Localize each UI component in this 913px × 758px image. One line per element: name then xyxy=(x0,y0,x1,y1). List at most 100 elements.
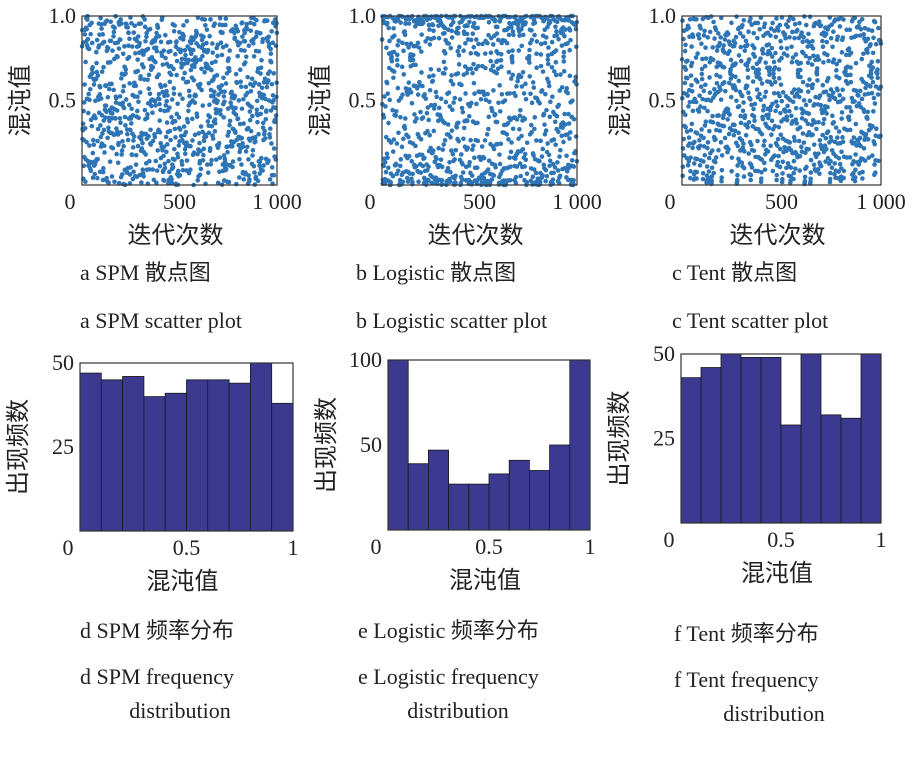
data-point xyxy=(153,103,158,108)
data-point xyxy=(163,32,168,38)
data-point xyxy=(704,164,710,169)
data-point xyxy=(762,21,768,26)
data-point xyxy=(173,135,178,140)
data-point xyxy=(205,47,211,53)
histogram-bar xyxy=(800,353,822,524)
data-point xyxy=(692,139,697,145)
data-point xyxy=(789,59,795,65)
data-point xyxy=(456,62,462,67)
data-point xyxy=(490,42,496,47)
data-point xyxy=(210,50,216,55)
data-point xyxy=(113,95,119,101)
y-tick-label: 50 xyxy=(653,341,675,366)
data-point xyxy=(488,58,494,64)
data-point xyxy=(190,138,195,143)
data-point xyxy=(242,48,247,53)
data-point xyxy=(98,123,103,128)
data-point xyxy=(435,118,441,124)
data-point xyxy=(453,147,459,153)
data-point xyxy=(714,48,720,53)
data-point xyxy=(414,116,419,121)
data-point xyxy=(550,94,555,100)
data-point xyxy=(480,41,485,47)
data-point xyxy=(251,163,257,169)
data-point xyxy=(519,43,525,49)
data-point xyxy=(832,171,837,177)
data-point xyxy=(792,35,797,41)
data-point xyxy=(559,133,564,139)
data-point xyxy=(486,20,492,25)
data-point xyxy=(765,149,771,154)
data-point xyxy=(752,118,757,124)
data-point xyxy=(810,132,815,137)
data-point xyxy=(140,140,145,146)
data-point xyxy=(472,155,477,161)
data-point xyxy=(774,172,780,178)
data-point xyxy=(685,163,691,168)
data-point xyxy=(255,119,260,125)
data-point xyxy=(145,77,150,83)
data-point xyxy=(545,57,551,62)
data-point xyxy=(517,161,523,166)
data-point xyxy=(571,164,577,169)
data-point xyxy=(131,30,137,35)
data-point xyxy=(248,89,254,94)
data-point xyxy=(129,106,134,112)
data-point xyxy=(174,111,180,117)
data-point xyxy=(506,137,511,142)
data-point xyxy=(154,168,160,173)
data-point xyxy=(89,40,95,46)
data-point xyxy=(776,124,782,130)
data-point xyxy=(800,50,806,56)
data-point xyxy=(235,116,241,121)
data-point xyxy=(236,98,242,103)
data-point xyxy=(858,143,863,149)
data-point xyxy=(869,75,874,80)
data-point xyxy=(436,105,442,111)
data-point xyxy=(100,169,106,175)
data-point xyxy=(129,20,134,26)
x-tick-label: 1 000 xyxy=(552,189,602,214)
data-point xyxy=(100,32,106,37)
data-point xyxy=(779,98,785,104)
data-point xyxy=(256,131,261,137)
data-point xyxy=(485,40,490,46)
data-point xyxy=(870,65,876,70)
data-point xyxy=(516,136,521,142)
data-point xyxy=(470,147,475,152)
y-axis-label: 出现频数 xyxy=(313,397,340,493)
y-tick-label: 50 xyxy=(360,432,382,457)
data-point xyxy=(716,147,721,153)
data-point xyxy=(762,152,768,157)
data-point xyxy=(519,133,524,139)
data-point xyxy=(694,156,700,162)
data-point xyxy=(459,82,464,88)
data-point xyxy=(226,129,232,135)
caption-en: c Tent scatter plot xyxy=(672,308,828,333)
data-point xyxy=(770,20,775,26)
data-point xyxy=(553,72,559,78)
data-point xyxy=(707,128,712,134)
data-point xyxy=(484,132,490,137)
data-point xyxy=(772,153,777,158)
data-point xyxy=(156,72,162,77)
data-point xyxy=(418,137,424,142)
data-point xyxy=(221,115,226,120)
data-point xyxy=(848,50,854,56)
data-point xyxy=(147,158,152,164)
data-point xyxy=(789,44,794,50)
data-point xyxy=(258,111,264,117)
data-point xyxy=(150,167,155,172)
data-point xyxy=(823,89,829,94)
data-point xyxy=(111,29,117,35)
data-point xyxy=(82,125,88,131)
data-point xyxy=(223,16,229,21)
data-point xyxy=(554,33,560,38)
data-point xyxy=(167,39,173,45)
data-point xyxy=(514,117,520,122)
data-point xyxy=(546,79,551,85)
data-point xyxy=(133,162,139,167)
data-point xyxy=(456,25,461,31)
data-point xyxy=(239,162,244,167)
data-point xyxy=(414,85,420,91)
